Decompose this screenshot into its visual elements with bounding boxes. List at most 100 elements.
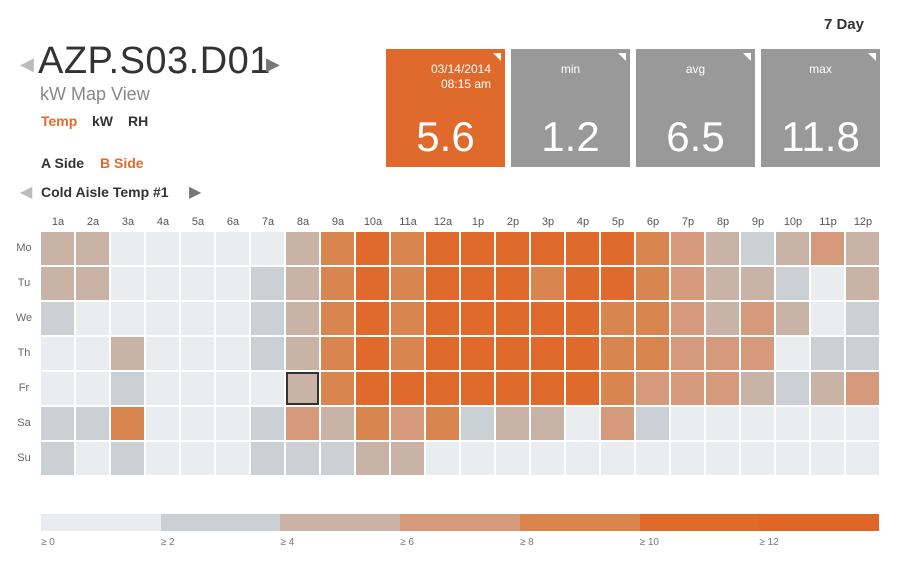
heatmap-cell[interactable]	[111, 302, 144, 335]
metric-tab-kw[interactable]: kW	[92, 113, 113, 129]
heatmap-cell[interactable]	[846, 302, 879, 335]
heatmap-cell[interactable]	[426, 232, 459, 265]
heatmap-cell[interactable]	[146, 442, 179, 475]
heatmap-cell[interactable]	[41, 267, 74, 300]
heatmap-cell[interactable]	[286, 337, 319, 370]
heatmap-cell[interactable]	[426, 442, 459, 475]
heatmap-cell[interactable]	[566, 302, 599, 335]
heatmap-cell[interactable]	[321, 232, 354, 265]
heatmap-cell[interactable]	[391, 372, 424, 405]
heatmap-cell[interactable]	[286, 372, 319, 405]
heatmap-cell[interactable]	[111, 232, 144, 265]
heatmap-cell[interactable]	[41, 372, 74, 405]
heatmap-cell[interactable]	[601, 267, 634, 300]
heatmap-cell[interactable]	[356, 442, 389, 475]
heatmap-cell[interactable]	[741, 302, 774, 335]
heatmap-cell[interactable]	[41, 337, 74, 370]
side-tab-b[interactable]: B Side	[100, 155, 144, 171]
heatmap-cell[interactable]	[811, 372, 844, 405]
heatmap-cell[interactable]	[286, 442, 319, 475]
heatmap-cell[interactable]	[741, 442, 774, 475]
heatmap-cell[interactable]	[776, 302, 809, 335]
heatmap-cell[interactable]	[41, 302, 74, 335]
heatmap-cell[interactable]	[41, 442, 74, 475]
heatmap-cell[interactable]	[811, 232, 844, 265]
heatmap-cell[interactable]	[706, 267, 739, 300]
heatmap-cell[interactable]	[426, 407, 459, 440]
metric-tab-temp[interactable]: Temp	[41, 113, 78, 129]
heatmap-cell[interactable]	[636, 372, 669, 405]
heatmap-cell[interactable]	[111, 442, 144, 475]
heatmap-cell[interactable]	[356, 372, 389, 405]
heatmap-cell[interactable]	[671, 337, 704, 370]
heatmap-cell[interactable]	[391, 267, 424, 300]
heatmap-cell[interactable]	[706, 407, 739, 440]
heatmap-cell[interactable]	[706, 337, 739, 370]
heatmap-cell[interactable]	[146, 267, 179, 300]
heatmap-cell[interactable]	[426, 372, 459, 405]
heatmap-cell[interactable]	[601, 337, 634, 370]
heatmap-cell[interactable]	[566, 372, 599, 405]
prev-device-chevron-left-icon[interactable]: ◀	[20, 54, 34, 74]
heatmap-cell[interactable]	[76, 442, 109, 475]
heatmap-cell[interactable]	[391, 442, 424, 475]
heatmap-cell[interactable]	[671, 442, 704, 475]
heatmap-cell[interactable]	[496, 442, 529, 475]
next-device-chevron-right-icon[interactable]: ▶	[266, 54, 280, 74]
heatmap-cell[interactable]	[811, 302, 844, 335]
heatmap-cell[interactable]	[111, 267, 144, 300]
heatmap-cell[interactable]	[531, 442, 564, 475]
heatmap-cell[interactable]	[776, 442, 809, 475]
heatmap-cell[interactable]	[251, 232, 284, 265]
heatmap-cell[interactable]	[636, 232, 669, 265]
heatmap-cell[interactable]	[636, 442, 669, 475]
heatmap-cell[interactable]	[601, 442, 634, 475]
heatmap-cell[interactable]	[776, 267, 809, 300]
heatmap-cell[interactable]	[111, 337, 144, 370]
heatmap-cell[interactable]	[706, 372, 739, 405]
heatmap-cell[interactable]	[146, 372, 179, 405]
heatmap-cell[interactable]	[811, 267, 844, 300]
heatmap-cell[interactable]	[391, 407, 424, 440]
heatmap-cell[interactable]	[321, 407, 354, 440]
heatmap-cell[interactable]	[181, 302, 214, 335]
heatmap-cell[interactable]	[76, 232, 109, 265]
heatmap-cell[interactable]	[356, 232, 389, 265]
heatmap-cell[interactable]	[461, 337, 494, 370]
heatmap-cell[interactable]	[496, 232, 529, 265]
heatmap-cell[interactable]	[356, 407, 389, 440]
heatmap-cell[interactable]	[566, 442, 599, 475]
metric-tab-rh[interactable]: RH	[128, 113, 149, 129]
heatmap-cell[interactable]	[601, 407, 634, 440]
heatmap-cell[interactable]	[496, 337, 529, 370]
heatmap-cell[interactable]	[531, 407, 564, 440]
heatmap-cell[interactable]	[741, 372, 774, 405]
heatmap-cell[interactable]	[76, 407, 109, 440]
heatmap-cell[interactable]	[146, 407, 179, 440]
heatmap-cell[interactable]	[216, 442, 249, 475]
heatmap-cell[interactable]	[461, 442, 494, 475]
heatmap-cell[interactable]	[251, 442, 284, 475]
heatmap-cell[interactable]	[601, 372, 634, 405]
heatmap-cell[interactable]	[216, 407, 249, 440]
heatmap-cell[interactable]	[531, 232, 564, 265]
heatmap-cell[interactable]	[811, 337, 844, 370]
heatmap-cell[interactable]	[216, 302, 249, 335]
heatmap-cell[interactable]	[566, 267, 599, 300]
heatmap-cell[interactable]	[846, 442, 879, 475]
heatmap-cell[interactable]	[496, 267, 529, 300]
heatmap-cell[interactable]	[846, 407, 879, 440]
heatmap-cell[interactable]	[426, 302, 459, 335]
heatmap-cell[interactable]	[76, 337, 109, 370]
heatmap-cell[interactable]	[636, 407, 669, 440]
heatmap-cell[interactable]	[671, 267, 704, 300]
side-tab-a[interactable]: A Side	[41, 155, 85, 171]
heatmap-cell[interactable]	[181, 442, 214, 475]
heatmap-cell[interactable]	[706, 442, 739, 475]
min-stat-card[interactable]: min 1.2	[511, 49, 630, 167]
heatmap-cell[interactable]	[181, 372, 214, 405]
heatmap-cell[interactable]	[671, 302, 704, 335]
heatmap-cell[interactable]	[461, 267, 494, 300]
heatmap-cell[interactable]	[741, 267, 774, 300]
heatmap-cell[interactable]	[566, 232, 599, 265]
